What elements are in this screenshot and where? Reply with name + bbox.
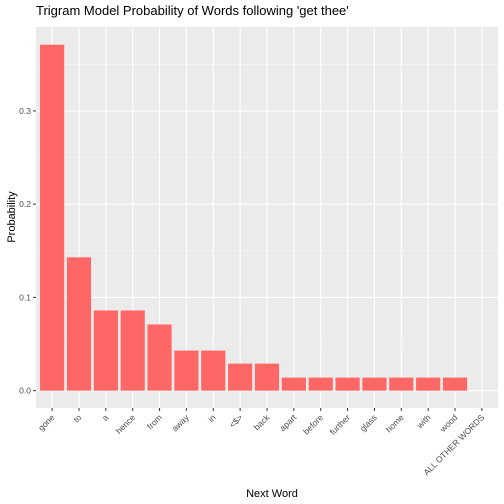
chart-title: Trigram Model Probability of Words follo… (36, 3, 349, 18)
bars (40, 44, 468, 391)
bar (201, 350, 226, 391)
y-tick-label: 0.3 (19, 106, 31, 116)
x-axis-title: Next Word (246, 488, 298, 500)
bar (174, 350, 199, 391)
x-tick-label: gone (36, 412, 57, 433)
x-tick-label: a (100, 412, 111, 423)
bar (416, 377, 441, 391)
x-tick-label: further (328, 412, 353, 437)
bar (93, 310, 118, 391)
bar (281, 377, 306, 391)
bar (228, 363, 253, 391)
bar (335, 377, 360, 391)
x-tick-label: from (145, 412, 164, 431)
y-axis-title: Probability (6, 191, 18, 243)
bar (120, 310, 145, 391)
x-tick-label: <$> (227, 412, 244, 429)
bar (254, 363, 280, 391)
x-tick-label: with (414, 412, 433, 431)
x-tick-label: hence (114, 412, 138, 436)
bar (308, 377, 333, 391)
x-tick-label: apart (278, 412, 299, 433)
x-tick-label: glass (358, 412, 379, 433)
x-axis: gone to a hence from away in <$> back apart before… (36, 408, 487, 477)
x-tick-label: to (71, 412, 83, 424)
x-tick-label: home (384, 412, 406, 434)
x-tick-label: in (206, 412, 218, 424)
bar (147, 324, 172, 391)
bar (40, 44, 65, 391)
bar (66, 257, 92, 391)
y-tick-label: 0.0 (19, 386, 31, 396)
x-tick-label: wood (437, 412, 459, 434)
x-tick-label: away (170, 412, 192, 434)
bar (442, 377, 468, 391)
x-tick-label: back (252, 412, 272, 432)
y-tick-label: 0.1 (19, 292, 31, 302)
bar (362, 377, 387, 391)
y-tick-label: 0.2 (19, 199, 31, 209)
bar (389, 377, 414, 391)
x-tick-label: before (301, 412, 325, 436)
y-axis: 0.0 0.1 0.2 0.3 (19, 106, 36, 396)
